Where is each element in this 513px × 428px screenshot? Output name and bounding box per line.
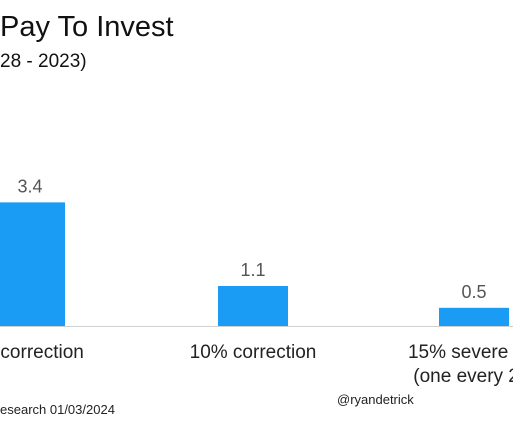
author-handle: @ryandetrick (337, 392, 414, 407)
category-label-2-line-0: 15% severe cor (408, 342, 513, 363)
bar-2 (439, 307, 509, 326)
bars-group (0, 202, 509, 326)
category-label-2-line-1: (one every 2.0 (413, 366, 513, 387)
value-label-1: 1.1 (240, 260, 265, 280)
bar-1 (218, 286, 288, 326)
chart-subtitle: 28 - 2023) (0, 51, 87, 72)
category-labels-group: ild correction 10% correction 15% severe c… (0, 342, 513, 387)
category-label-1-line-0: 10% correction (190, 342, 317, 363)
value-labels-group: 3.4 1.1 0.5 (17, 176, 486, 301)
value-label-2: 0.5 (461, 282, 486, 302)
chart-title: Pay To Invest (0, 11, 174, 43)
bar-0 (0, 202, 65, 326)
category-label-0-line-0: ild correction (0, 342, 84, 363)
source-credit: esearch 01/03/2024 (0, 402, 115, 417)
value-label-0: 3.4 (17, 176, 42, 196)
